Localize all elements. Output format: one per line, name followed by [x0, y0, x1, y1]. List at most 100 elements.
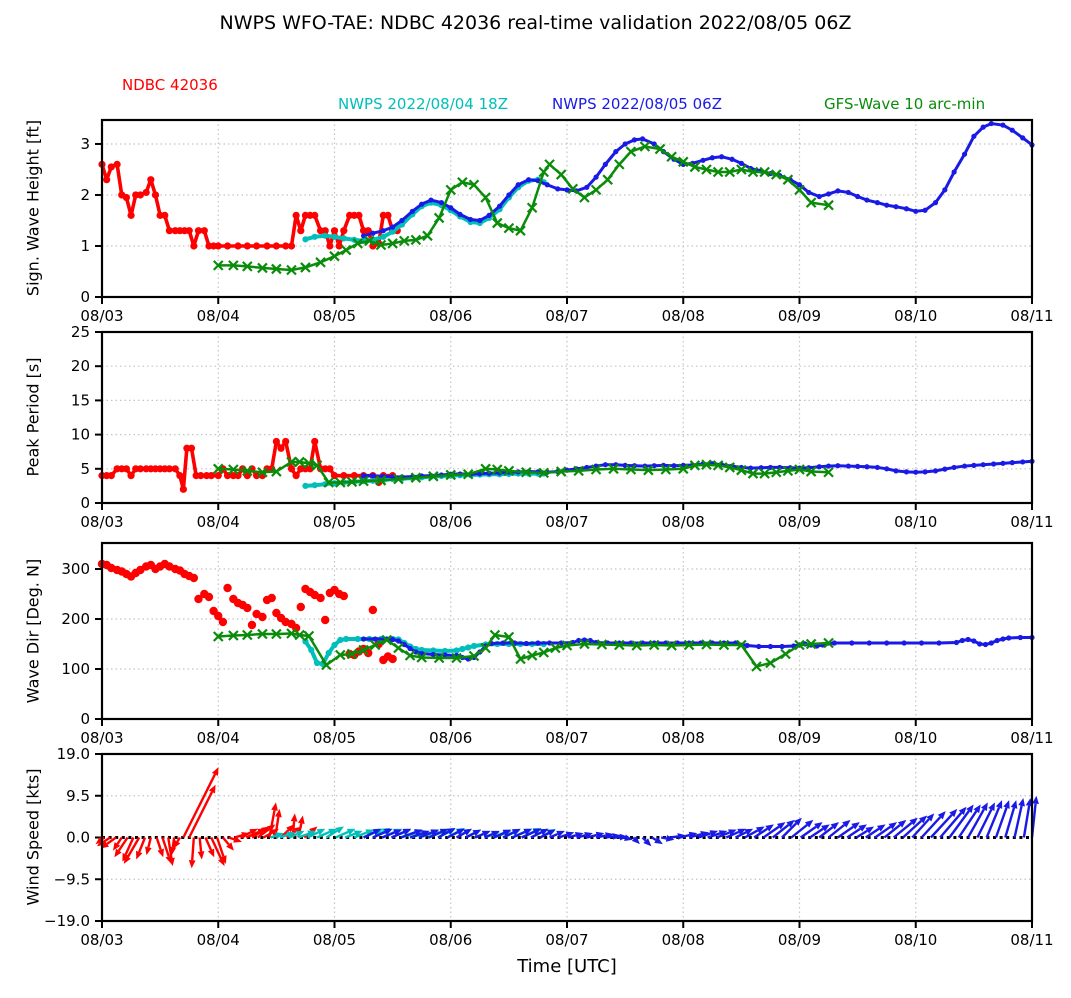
wind-arrow-head — [821, 824, 830, 832]
wind-arrow-shaft — [549, 832, 559, 839]
marker-x — [555, 466, 567, 477]
marker-x — [625, 146, 637, 157]
marker-x — [387, 238, 398, 249]
wind-arrow-head — [491, 830, 500, 838]
wind-arrow-shaft — [799, 825, 817, 839]
marker-dot — [380, 228, 386, 234]
marker-x — [759, 468, 770, 479]
x-tick-label: 08/08 — [662, 513, 705, 531]
x-tick-label: 08/10 — [894, 931, 937, 949]
marker-dot — [430, 647, 437, 654]
marker-dot — [194, 227, 203, 235]
series-line — [218, 632, 829, 668]
marker-x — [257, 466, 268, 478]
marker-dot — [401, 641, 407, 648]
wind-arrow-shaft — [865, 827, 880, 839]
marker-dot — [982, 641, 989, 648]
marker-x — [567, 183, 579, 195]
wind-arrow-head — [353, 830, 363, 837]
wind-arrow-head — [207, 848, 215, 858]
wind-arrow-shaft — [437, 830, 450, 839]
marker-dot — [330, 227, 339, 235]
marker-dot — [965, 636, 971, 643]
marker-dot — [825, 463, 832, 469]
marker-dot — [980, 462, 986, 468]
marker-x — [286, 264, 297, 276]
x-tick-label: 08/11 — [1010, 513, 1053, 531]
wind-arrow-shaft — [985, 807, 1001, 838]
wind-arrow-shaft — [106, 836, 117, 845]
marker-dot — [893, 204, 899, 210]
marker-dot — [671, 463, 677, 469]
marker-x — [689, 460, 701, 471]
marker-dot — [194, 594, 203, 604]
wind-arrow-head — [123, 855, 131, 864]
wind-arrow-head — [949, 808, 958, 818]
wind-arrow-head — [1025, 797, 1033, 807]
wind-arrow-shaft — [605, 835, 613, 839]
marker-dot — [729, 156, 735, 162]
panel-border — [100, 330, 1034, 505]
marker-x — [823, 466, 834, 478]
marker-dot — [441, 647, 449, 655]
marker-x — [303, 630, 315, 642]
marker-x — [631, 640, 643, 651]
wind-arrow-shaft — [307, 831, 319, 839]
series-ndbc-42036 — [98, 437, 397, 493]
marker-dot — [282, 437, 290, 446]
wind-arrow-head — [414, 829, 423, 836]
x-tick-label: 08/08 — [662, 729, 705, 747]
wind-arrow-shaft — [511, 830, 526, 839]
wind-arrow-shaft — [994, 807, 1008, 838]
wind-arrow-shaft — [1013, 805, 1023, 838]
marker-x — [480, 463, 491, 475]
marker-dot — [282, 242, 290, 250]
marker-dot — [311, 437, 319, 446]
marker-dot — [874, 200, 880, 206]
marker-dot — [953, 639, 960, 646]
wind-arrow-shaft — [325, 829, 338, 839]
wind-arrow-shaft — [818, 826, 834, 839]
marker-x — [515, 653, 526, 665]
marker-dot — [136, 465, 144, 473]
marker-dot — [845, 463, 851, 469]
marker-x — [242, 629, 253, 641]
marker-x — [770, 466, 782, 478]
marker-x — [736, 639, 747, 651]
marker-x — [257, 262, 268, 274]
marker-x — [398, 235, 410, 247]
marker-dot — [913, 469, 919, 475]
marker-dot — [932, 200, 939, 206]
wind-arrow-head — [275, 808, 282, 818]
y-tick-label: −19.0 — [44, 912, 90, 930]
marker-dot — [448, 205, 454, 211]
marker-x — [445, 469, 457, 481]
marker-dot — [197, 472, 205, 480]
x-tick-label: 08/06 — [429, 513, 472, 531]
x-tick-label: 08/07 — [545, 307, 588, 325]
marker-x — [346, 476, 358, 488]
marker-dot — [263, 242, 271, 250]
marker-dot — [113, 160, 121, 168]
wind-arrow-shaft — [539, 832, 550, 839]
marker-x — [416, 652, 427, 663]
y-tick-label: 0 — [80, 710, 90, 728]
marker-x — [346, 648, 358, 660]
y-tick-label: 200 — [61, 610, 90, 628]
marker-x — [489, 629, 501, 641]
x-tick-label: 08/04 — [197, 513, 240, 531]
marker-dot — [971, 133, 977, 139]
marker-dot — [292, 472, 300, 480]
marker-x — [303, 458, 315, 469]
marker-dot — [500, 640, 506, 646]
wind-arrow-shaft — [920, 816, 942, 839]
marker-dot — [951, 464, 957, 471]
marker-dot — [913, 208, 919, 214]
wind-arrow-head — [446, 827, 456, 835]
marker-dot — [901, 640, 907, 646]
marker-x — [404, 650, 416, 661]
marker-dot — [253, 472, 261, 480]
marker-dot — [389, 228, 396, 235]
marker-dot — [267, 593, 276, 603]
wind-arrow-head — [851, 822, 860, 830]
